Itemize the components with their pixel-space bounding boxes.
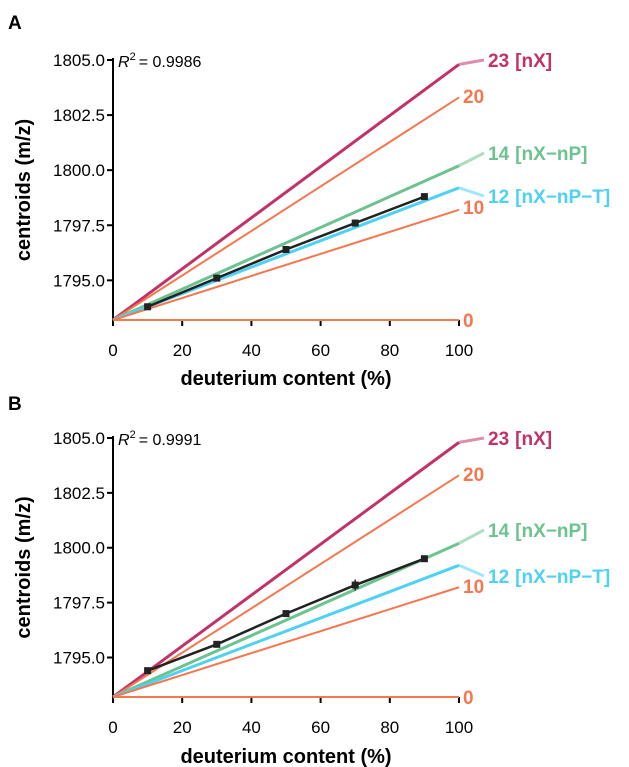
theory-line-12 [112,563,460,699]
y-tick-label: 1795.0 [53,271,105,290]
y-axis-label: centroids (m/z) [13,119,35,261]
theory-label-20: 20 [463,87,484,108]
r-squared-annotation: R2 = 0.9986 [118,51,202,71]
y-tick-label: 1802.5 [53,106,105,125]
x-tick-label: 60 [311,341,330,360]
theory-line-20 [112,96,460,321]
theory-line-20 [112,474,460,698]
theory-leader-12 [458,563,485,578]
y-tick-label: 1805.0 [53,429,105,448]
x-tick-label: 20 [173,341,192,360]
x-tick-label: 0 [108,718,117,737]
data-point [420,555,428,563]
data-point [213,274,221,282]
x-tick-label: 0 [108,341,117,360]
theory-label-23: 23 [nX] [488,429,552,450]
panel-letter: B [8,394,22,415]
theory-line-14 [112,164,460,322]
y-axis-label: centroids (m/z) [13,496,35,638]
theory-leader-14 [458,528,485,545]
data-point [282,245,290,253]
panel-letter: A [8,13,22,34]
theory-label-20: 20 [463,465,484,486]
x-tick-label: 100 [445,341,473,360]
theory-line-23 [112,441,460,699]
x-tick-label: 100 [445,718,473,737]
x-tick-label: 40 [242,341,261,360]
data-point [282,610,290,618]
theory-label-0: 0 [463,311,474,332]
data-point [144,303,152,311]
panel-a: A 1795.0 1797.5 1800.0 1802.5 1805.0 0 20 40 60 80… [8,13,610,390]
data-point [144,667,152,675]
theory-leader-12 [458,186,485,198]
r-squared-annotation: R2 = 0.9991 [118,429,202,449]
theory-label-14: 14 [nX−nP] [488,521,587,542]
theory-line-10 [112,208,460,321]
y-tick-label: 1800.0 [53,161,105,180]
x-axis-label: deuterium content (%) [180,746,391,767]
x-tick-label: 60 [311,718,330,737]
x-tick-label: 80 [380,718,399,737]
y-tick-label: 1800.0 [53,539,105,558]
theory-leader-14 [458,151,485,168]
y-tick-label: 1802.5 [53,484,105,503]
data-point [420,193,428,201]
x-tick-label: 20 [173,718,192,737]
y-tick-label: 1805.0 [53,51,105,70]
panel-b: B 1795.0 1797.5 1800.0 1802.5 1805.0 0 20 40 60 80… [8,394,610,767]
x-tick-label: 40 [242,718,261,737]
theory-leader-23 [458,436,485,444]
theory-label-12: 12 [nX−nP−T] [488,187,610,208]
x-axis-label: deuterium content (%) [180,368,391,390]
theory-label-0: 0 [463,688,474,709]
x-tick-label: 80 [380,341,399,360]
theory-label-12: 12 [nX−nP−T] [488,567,610,588]
data-point [351,219,359,227]
data-point [213,640,221,648]
data-point [351,581,359,589]
theory-label-14: 14 [nX−nP] [488,144,587,165]
theory-line-14 [112,541,460,699]
theory-label-10: 10 [463,198,484,219]
theory-line-23 [112,63,460,322]
theory-leader-23 [458,58,485,66]
y-tick-label: 1797.5 [53,594,105,613]
y-tick-label: 1797.5 [53,216,105,235]
theory-line-10 [112,586,460,698]
theory-label-23: 23 [nX] [488,51,552,72]
y-tick-label: 1795.0 [53,648,105,667]
theory-label-10: 10 [463,577,484,598]
